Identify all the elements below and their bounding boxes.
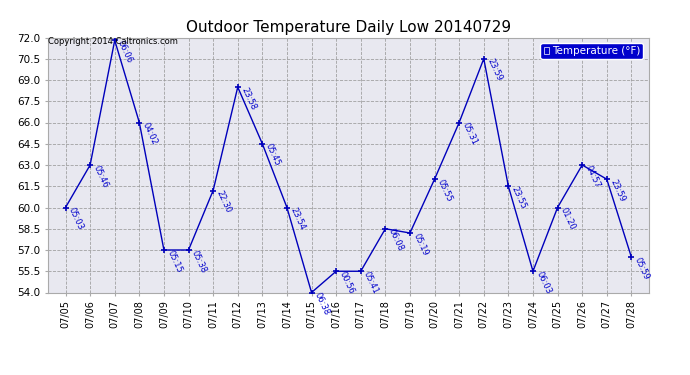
- Text: 22:30: 22:30: [215, 189, 233, 214]
- Text: 05:41: 05:41: [362, 270, 380, 295]
- Text: 06:03: 06:03: [534, 270, 553, 296]
- Text: 05:46: 05:46: [92, 164, 110, 189]
- Text: 05:15: 05:15: [166, 249, 184, 274]
- Text: 05:31: 05:31: [460, 121, 479, 147]
- Text: 23:54: 23:54: [288, 206, 306, 231]
- Text: 06:08: 06:08: [386, 227, 405, 253]
- Text: 05:55: 05:55: [436, 178, 454, 203]
- Text: 01:20: 01:20: [559, 206, 577, 231]
- Text: 04:57: 04:57: [584, 164, 602, 189]
- Legend: Temperature (°F): Temperature (°F): [540, 43, 643, 59]
- Text: 04:02: 04:02: [141, 121, 159, 147]
- Title: Outdoor Temperature Daily Low 20140729: Outdoor Temperature Daily Low 20140729: [186, 20, 511, 35]
- Text: Copyright 2014 Caltronics.com: Copyright 2014 Caltronics.com: [48, 38, 178, 46]
- Text: 05:19: 05:19: [411, 232, 430, 257]
- Text: 06:06: 06:06: [116, 39, 135, 64]
- Text: 23:55: 23:55: [510, 185, 528, 210]
- Text: 23:58: 23:58: [239, 86, 257, 111]
- Text: 05:03: 05:03: [67, 206, 85, 231]
- Text: 23:59: 23:59: [608, 178, 627, 203]
- Text: 05:59: 05:59: [633, 256, 651, 281]
- Text: 06:38: 06:38: [313, 291, 331, 317]
- Text: 00:56: 00:56: [337, 270, 356, 295]
- Text: 05:45: 05:45: [264, 142, 282, 168]
- Text: 23:59: 23:59: [485, 57, 504, 83]
- Text: 05:38: 05:38: [190, 249, 208, 274]
